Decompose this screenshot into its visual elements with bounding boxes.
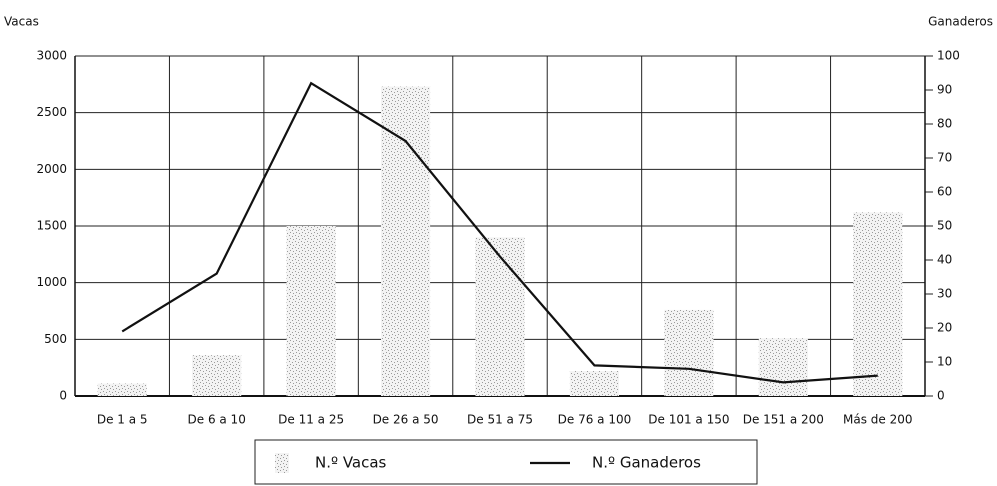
bar xyxy=(381,86,431,396)
bar xyxy=(475,237,525,396)
legend-label: N.º Vacas xyxy=(315,454,387,472)
bar xyxy=(97,383,147,396)
bar xyxy=(853,212,903,396)
y2-axis-label: Ganaderos xyxy=(928,15,993,29)
y2-tick-label: 10 xyxy=(937,355,952,369)
y2-tick-label: 0 xyxy=(937,389,945,403)
y2-tick-label: 20 xyxy=(937,321,952,335)
y2-tick-label: 60 xyxy=(937,185,952,199)
x-tick-label: De 11 a 25 xyxy=(278,413,344,427)
y2-tick-label: 50 xyxy=(937,219,952,233)
bar xyxy=(758,338,808,396)
bar xyxy=(286,226,336,396)
y-tick-label: 0 xyxy=(59,389,67,403)
y-tick-label: 2500 xyxy=(36,105,67,119)
y2-tick-label: 30 xyxy=(937,287,952,301)
y-tick-label: 1500 xyxy=(36,219,67,233)
x-tick-label: De 76 a 100 xyxy=(558,413,632,427)
x-tick-label: De 1 a 5 xyxy=(97,413,148,427)
y2-tick-label: 40 xyxy=(937,253,952,267)
legend-label: N.º Ganaderos xyxy=(592,454,701,472)
y-tick-label: 2000 xyxy=(36,162,67,176)
y-tick-label: 1000 xyxy=(36,275,67,289)
x-tick-label: Más de 200 xyxy=(843,413,913,427)
x-tick-label: De 101 a 150 xyxy=(648,413,729,427)
legend-swatch xyxy=(275,453,289,473)
legend-box xyxy=(254,439,758,485)
x-tick-label: De 151 a 200 xyxy=(743,413,824,427)
y2-tick-label: 70 xyxy=(937,151,952,165)
line xyxy=(121,81,878,384)
x-tick-label: De 51 a 75 xyxy=(467,413,533,427)
x-tick-label: De 26 a 50 xyxy=(373,413,439,427)
y-axis-label: Vacas xyxy=(4,15,39,29)
y2-tick-label: 90 xyxy=(937,83,952,97)
bar xyxy=(664,309,714,396)
y2-tick-label: 80 xyxy=(937,117,952,131)
y2-tick-label: 100 xyxy=(937,49,960,63)
y-tick-label: 500 xyxy=(44,332,67,346)
x-tick-label: De 6 a 10 xyxy=(188,413,246,427)
bar xyxy=(192,355,242,396)
y-tick-label: 3000 xyxy=(36,49,67,63)
bar xyxy=(569,371,619,396)
